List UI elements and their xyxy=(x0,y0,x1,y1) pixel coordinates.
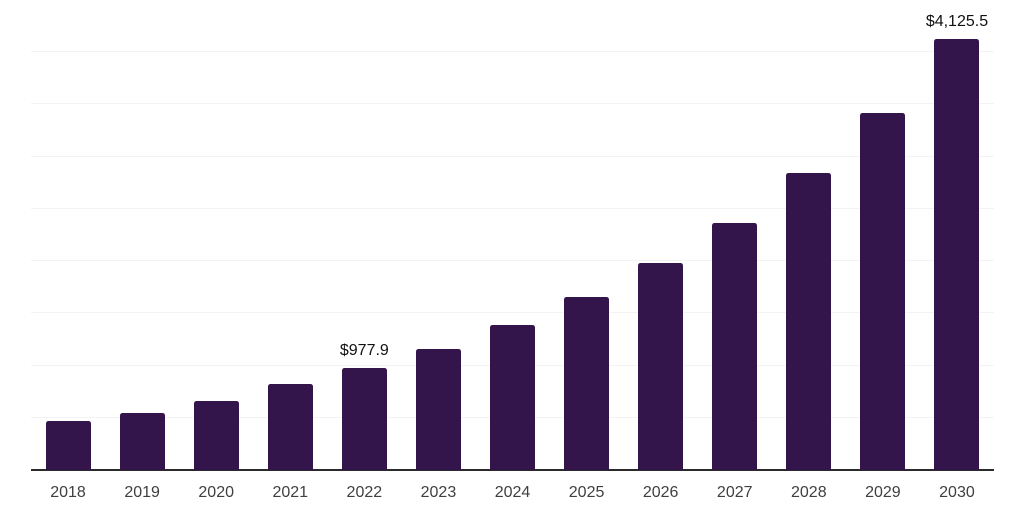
bar-2021 xyxy=(267,384,313,470)
x-tick-label-2028: 2028 xyxy=(791,484,827,501)
bar-2028 xyxy=(786,173,832,470)
bar-2024 xyxy=(490,325,535,470)
bar-2022 xyxy=(341,367,387,470)
bar-2026 xyxy=(638,262,684,470)
gridline-2500 xyxy=(31,207,994,209)
x-tick-label-2030: 2030 xyxy=(939,484,975,501)
bar-2027 xyxy=(712,223,758,470)
x-tick-label-2020: 2020 xyxy=(198,484,234,501)
x-axis-line xyxy=(31,469,994,471)
gridline-1500 xyxy=(31,312,994,314)
value-label-2030: $4,125.5 xyxy=(925,13,989,31)
bar-2019 xyxy=(119,412,165,470)
x-tick-label-2025: 2025 xyxy=(568,484,605,501)
plot-area: $977.9 $4,125.5 xyxy=(31,0,994,471)
x-tick-label-2018: 2018 xyxy=(50,484,86,501)
bar-2020 xyxy=(193,401,239,470)
bar-2018 xyxy=(45,421,91,470)
gridline-2000 xyxy=(31,260,994,262)
gridline-3000 xyxy=(31,155,994,157)
x-tick-label-2024: 2024 xyxy=(494,484,531,501)
bar-2030 xyxy=(934,39,980,470)
value-label-2022: $977.9 xyxy=(339,341,389,359)
gridline-3500 xyxy=(31,103,994,105)
x-tick-label-2029: 2029 xyxy=(865,484,901,501)
x-tick-label-2023: 2023 xyxy=(420,484,457,501)
bar-2025 xyxy=(564,296,610,470)
bar-2029 xyxy=(860,112,906,470)
bar-2023 xyxy=(415,348,461,470)
x-tick-label-2027: 2027 xyxy=(716,484,753,501)
x-tick-label-2019: 2019 xyxy=(124,484,160,501)
gridline-4000 xyxy=(31,51,994,53)
x-tick-label-2022: 2022 xyxy=(346,484,383,501)
x-tick-label-2021: 2021 xyxy=(272,484,309,501)
x-axis-labels: 2018 2019 2020 2021 2022 2023 2024 2025 2026 2027… xyxy=(31,484,994,506)
x-tick-label-2026: 2026 xyxy=(642,484,679,501)
